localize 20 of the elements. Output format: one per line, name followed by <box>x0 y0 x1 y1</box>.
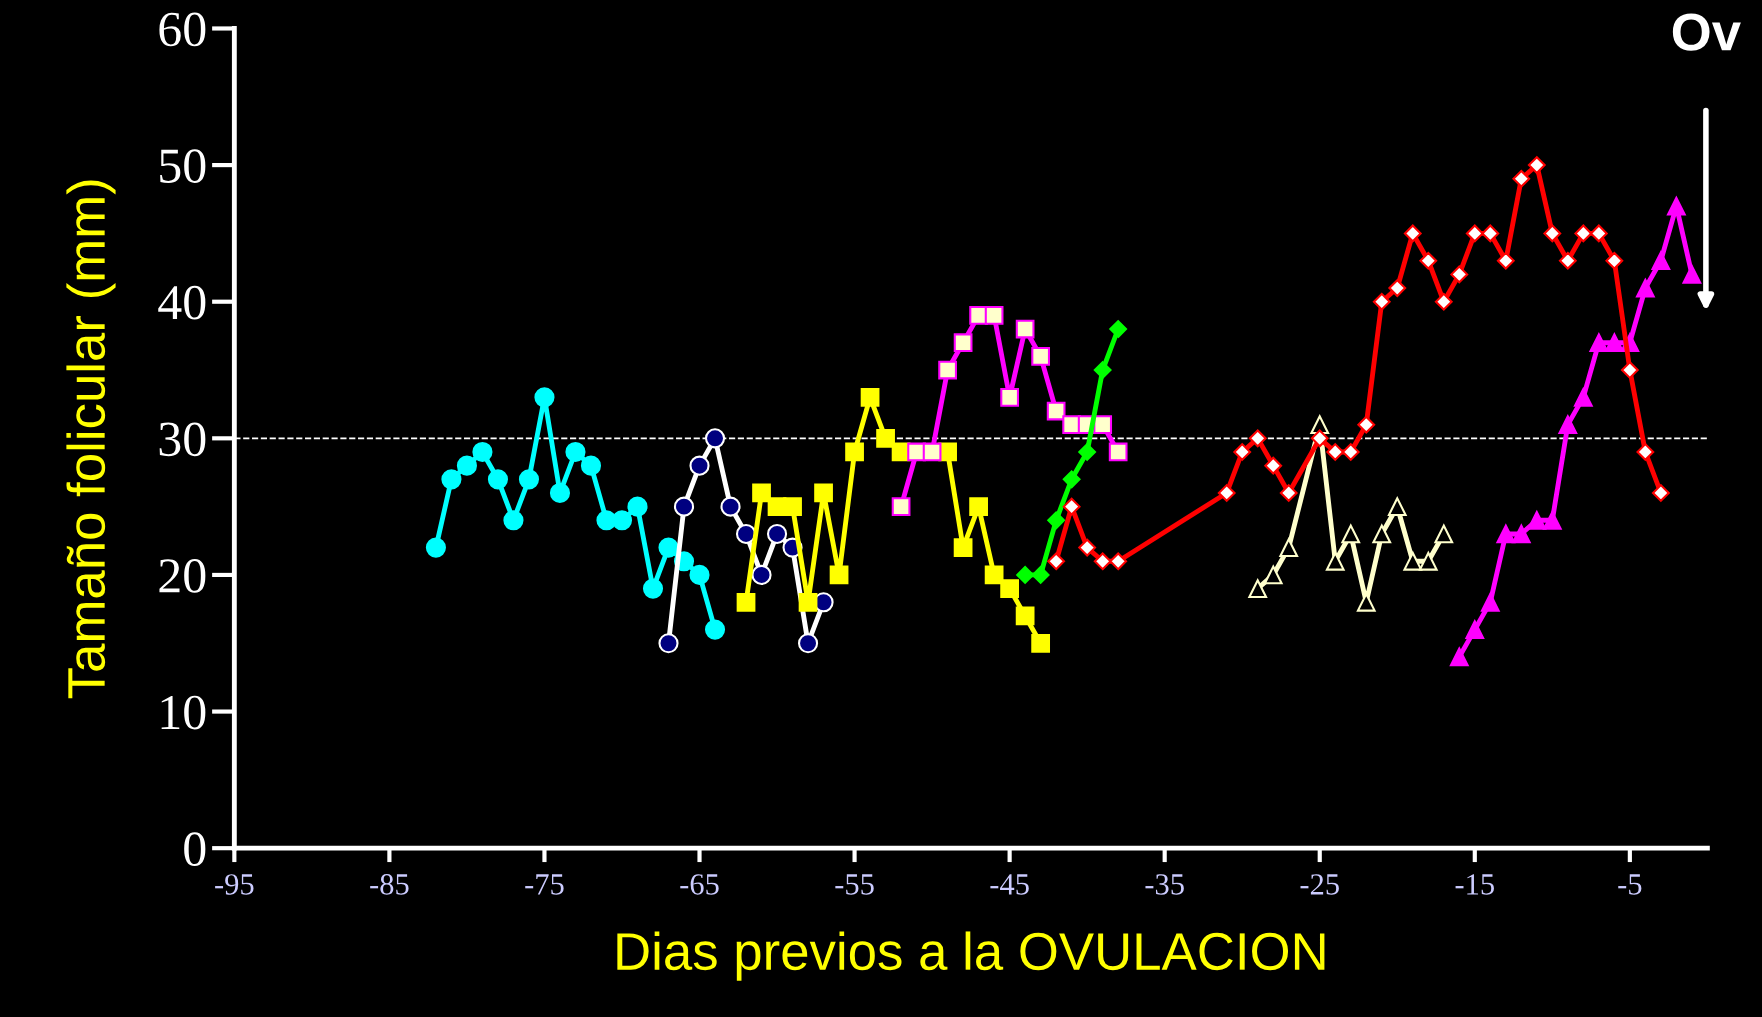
y-tick-label: 50 <box>160 149 206 183</box>
x-tick-label: -25 <box>1300 874 1339 895</box>
x-tick-label: -95 <box>215 874 254 895</box>
x-axis-title: Dias previos a la OVULACION <box>617 931 1325 981</box>
x-tick-label: -45 <box>990 874 1029 895</box>
x-tick-label: -75 <box>525 874 564 895</box>
y-tick-label: 40 <box>158 285 206 320</box>
x-tick-label: -55 <box>835 874 874 895</box>
y-tick-label: 10 <box>161 695 206 730</box>
x-tick-label: -15 <box>1455 874 1494 895</box>
x-tick-label: -65 <box>680 874 719 895</box>
y-tick-label: 0 <box>184 832 206 867</box>
y-axis-title: Tamaño folicular (mm) <box>66 180 116 699</box>
x-tick-label: -5 <box>1618 874 1642 895</box>
y-tick-label: 30 <box>159 422 206 457</box>
y-tick-label: 20 <box>159 559 206 593</box>
x-tick-label: -85 <box>370 874 409 895</box>
annotation: Ov <box>1672 13 1741 51</box>
x-tick-label: -35 <box>1145 874 1184 895</box>
y-tick-label: 60 <box>159 12 206 47</box>
